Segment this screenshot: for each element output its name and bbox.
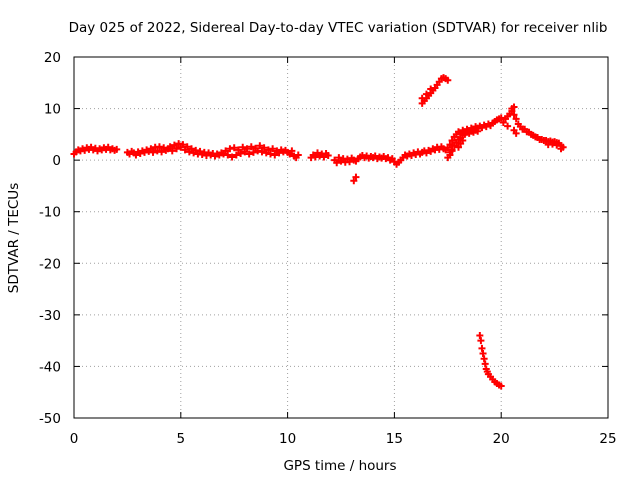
data-point — [512, 129, 520, 137]
data-point — [512, 115, 520, 123]
data-point — [168, 147, 176, 155]
x-tick-label: 0 — [70, 431, 79, 447]
data-point — [224, 151, 232, 159]
x-tick-label: 10 — [279, 431, 296, 447]
data-point — [476, 331, 484, 339]
grid-lines — [74, 57, 608, 418]
data-point — [448, 147, 456, 155]
data-point — [480, 355, 488, 363]
y-tick-label: -40 — [39, 359, 61, 375]
x-tick-label: 15 — [386, 431, 403, 447]
data-point — [346, 158, 354, 166]
data-point — [474, 127, 482, 135]
data-point — [269, 145, 277, 153]
data-point — [324, 152, 332, 160]
y-tick-label: -30 — [39, 308, 61, 324]
data-point — [548, 140, 556, 148]
data-point — [264, 146, 272, 154]
data-point — [504, 122, 512, 130]
axis-ticks — [73, 56, 609, 419]
chart-title: Day 025 of 2022, Sidereal Day-to-day VTE… — [69, 20, 608, 36]
data-point — [499, 118, 507, 126]
data-point — [166, 143, 174, 151]
data-point — [247, 143, 255, 151]
data-point — [175, 140, 183, 148]
data-point — [113, 145, 121, 153]
data-point — [187, 145, 195, 153]
data-point — [192, 146, 200, 154]
y-tick-label: -20 — [39, 256, 61, 272]
data-point — [497, 382, 505, 390]
data-point — [333, 159, 341, 167]
y-tick-labels: -50 -40 -30 -20 -10 0 10 20 — [39, 50, 61, 427]
data-point — [249, 148, 257, 156]
data-point — [230, 144, 238, 152]
data-point — [478, 344, 486, 352]
data-point — [510, 111, 518, 119]
y-tick-label: -10 — [39, 205, 61, 221]
data-point — [149, 148, 157, 156]
plot-frame — [73, 56, 609, 419]
x-axis-label: GPS time / hours — [283, 458, 396, 474]
data-point — [155, 143, 163, 151]
data-point — [418, 94, 426, 102]
data-point — [183, 143, 191, 151]
data-point — [258, 148, 266, 156]
data-point — [243, 145, 251, 153]
x-tick-labels: 0 5 10 15 20 25 — [70, 431, 617, 447]
data-point — [245, 150, 253, 158]
data-point — [459, 137, 467, 145]
data-point — [267, 150, 275, 158]
data-point — [256, 142, 264, 150]
data-point — [479, 350, 487, 358]
data-point — [454, 143, 462, 151]
data-point — [222, 147, 230, 155]
y-axis-label: SDTVAR / TECUs — [6, 183, 22, 293]
data-point — [237, 149, 245, 157]
x-tick-label: 25 — [599, 431, 616, 447]
data-point — [444, 76, 452, 84]
data-point — [271, 151, 279, 159]
data-point — [335, 154, 343, 162]
data-point — [158, 148, 166, 156]
data-point — [228, 153, 236, 161]
data-point — [446, 151, 454, 159]
data-points — [70, 74, 567, 390]
data-point — [497, 114, 505, 122]
x-tick-label: 5 — [177, 431, 186, 447]
data-point — [350, 177, 358, 185]
data-point — [179, 141, 187, 149]
data-point — [254, 147, 262, 155]
data-point — [557, 145, 565, 153]
data-point — [170, 141, 178, 149]
y-tick-label: 10 — [44, 102, 61, 118]
y-tick-label: -50 — [39, 411, 61, 427]
y-tick-label: 0 — [52, 153, 61, 169]
data-point — [481, 360, 489, 368]
data-point — [232, 151, 240, 159]
data-point — [311, 153, 319, 161]
x-tick-label: 20 — [493, 431, 510, 447]
data-point — [294, 151, 302, 159]
data-point — [422, 90, 430, 98]
data-point — [427, 85, 435, 93]
data-point — [320, 153, 328, 161]
data-point — [226, 145, 234, 153]
data-point — [448, 137, 456, 145]
data-point — [234, 146, 242, 154]
data-point — [239, 143, 247, 151]
y-tick-label: 20 — [44, 50, 61, 66]
data-point — [260, 144, 268, 152]
data-point — [446, 141, 454, 149]
data-point — [510, 103, 518, 111]
data-point — [153, 147, 161, 155]
data-point — [173, 145, 181, 153]
data-point — [553, 141, 561, 149]
data-point — [477, 337, 485, 345]
data-point — [147, 145, 155, 153]
data-point — [352, 173, 360, 181]
data-point — [288, 147, 296, 155]
